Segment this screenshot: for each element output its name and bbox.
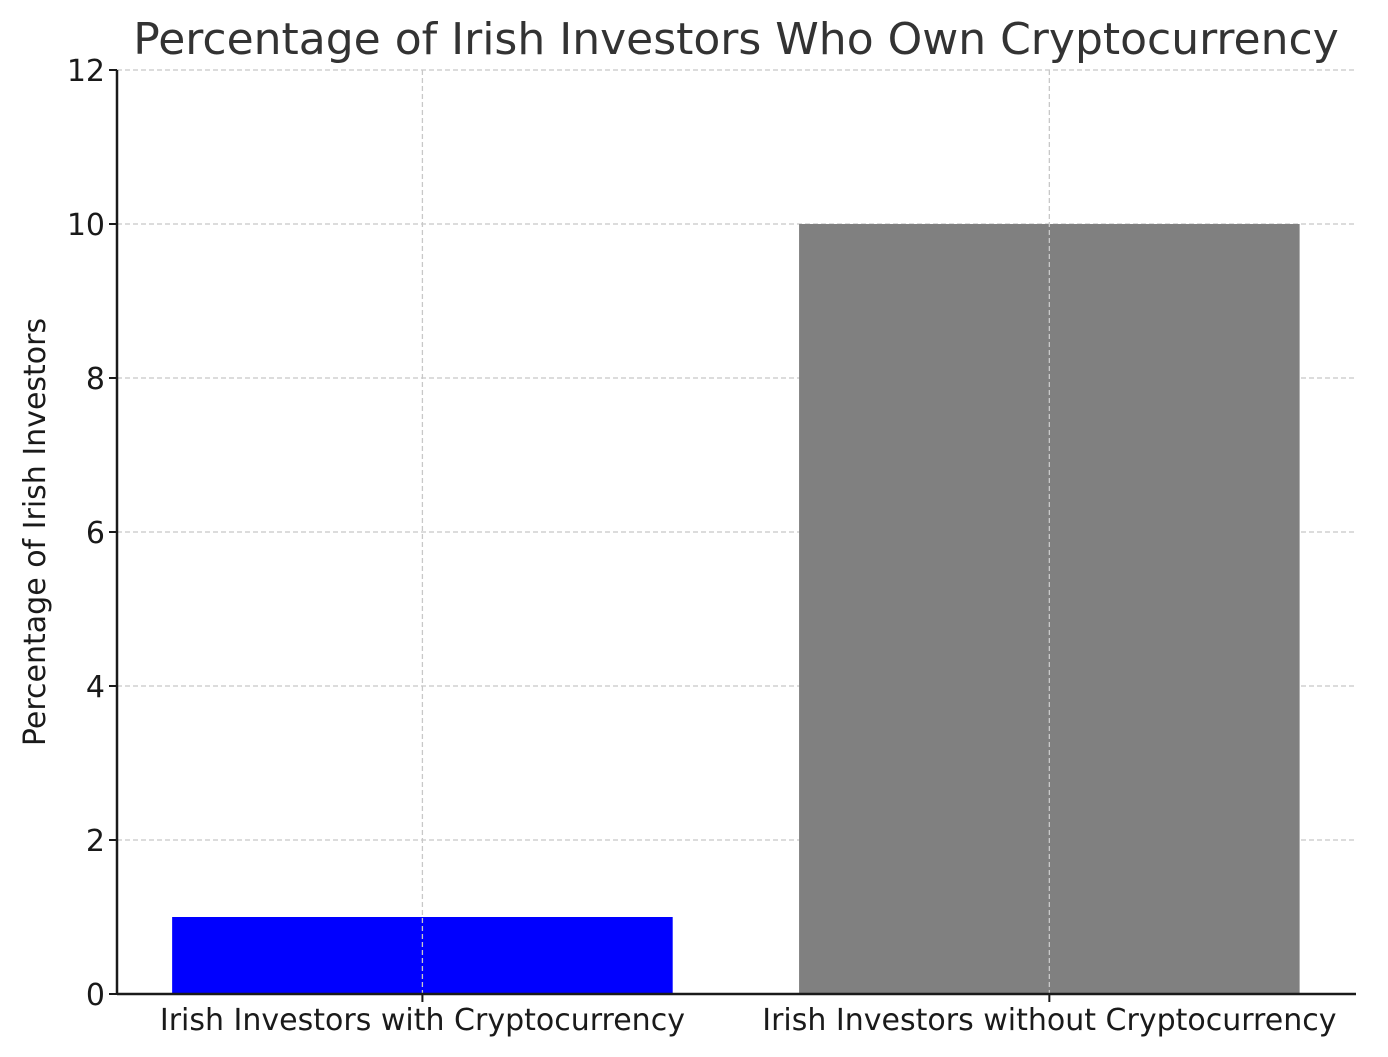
y-tick-label: 6 xyxy=(86,516,105,551)
y-tick-label: 12 xyxy=(67,54,105,89)
y-axis-label: Percentage of Irish Investors xyxy=(18,318,53,746)
y-tick-label: 0 xyxy=(86,978,105,1013)
vertical-grid-lines xyxy=(421,70,1050,994)
bars xyxy=(172,224,1300,994)
y-tick-label: 10 xyxy=(67,208,105,243)
x-ticks: Irish Investors with Cryptocurrency Irish… xyxy=(160,994,1336,1038)
y-tick-label: 2 xyxy=(86,824,105,859)
y-tick-label: 4 xyxy=(86,670,105,705)
x-tick-label: Irish Investors without Cryptocurrency xyxy=(762,1003,1336,1038)
x-tick-label: Irish Investors with Cryptocurrency xyxy=(160,1003,685,1038)
y-tick-label: 8 xyxy=(86,362,105,397)
y-ticks: 0 2 4 6 8 10 12 xyxy=(67,54,117,1013)
chart-title: Percentage of Irish Investors Who Own Cr… xyxy=(133,14,1339,65)
